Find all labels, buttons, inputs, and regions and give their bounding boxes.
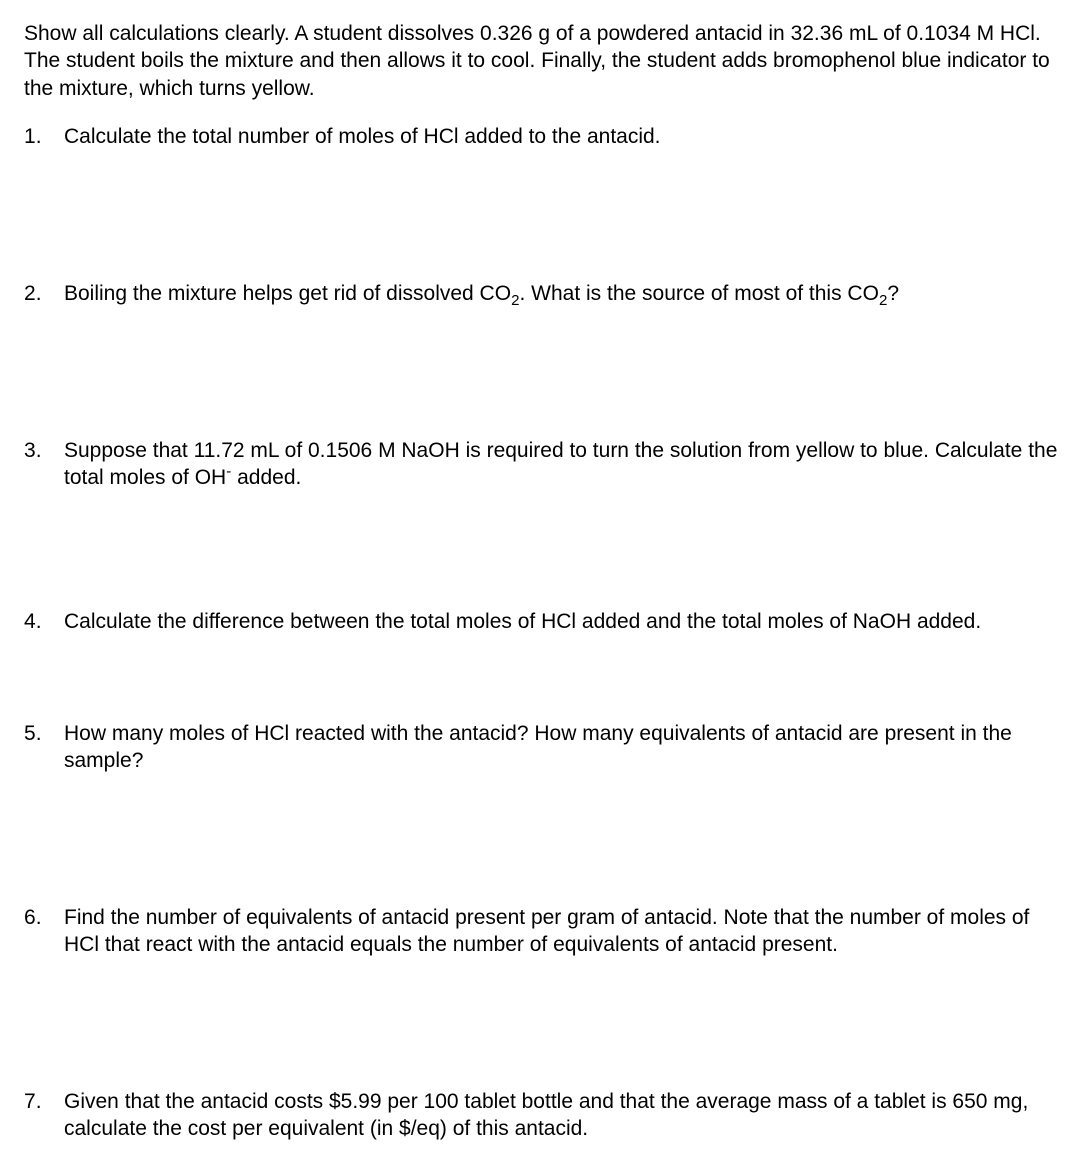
questions-list: Calculate the total number of moles of H… [24,124,1058,1143]
question-6: Find the number of equivalents of antaci… [24,905,1058,959]
question-5: How many moles of HCl reacted with the a… [24,721,1058,775]
question-3: Suppose that 11.72 mL of 0.1506 M NaOH i… [24,438,1058,492]
question-1: Calculate the total number of moles of H… [24,124,1058,151]
question-4: Calculate the difference between the tot… [24,609,1058,636]
intro-paragraph: Show all calculations clearly. A student… [24,20,1058,102]
question-2: Boiling the mixture helps get rid of dis… [24,281,1058,308]
question-7: Given that the antacid costs $5.99 per 1… [24,1089,1058,1143]
